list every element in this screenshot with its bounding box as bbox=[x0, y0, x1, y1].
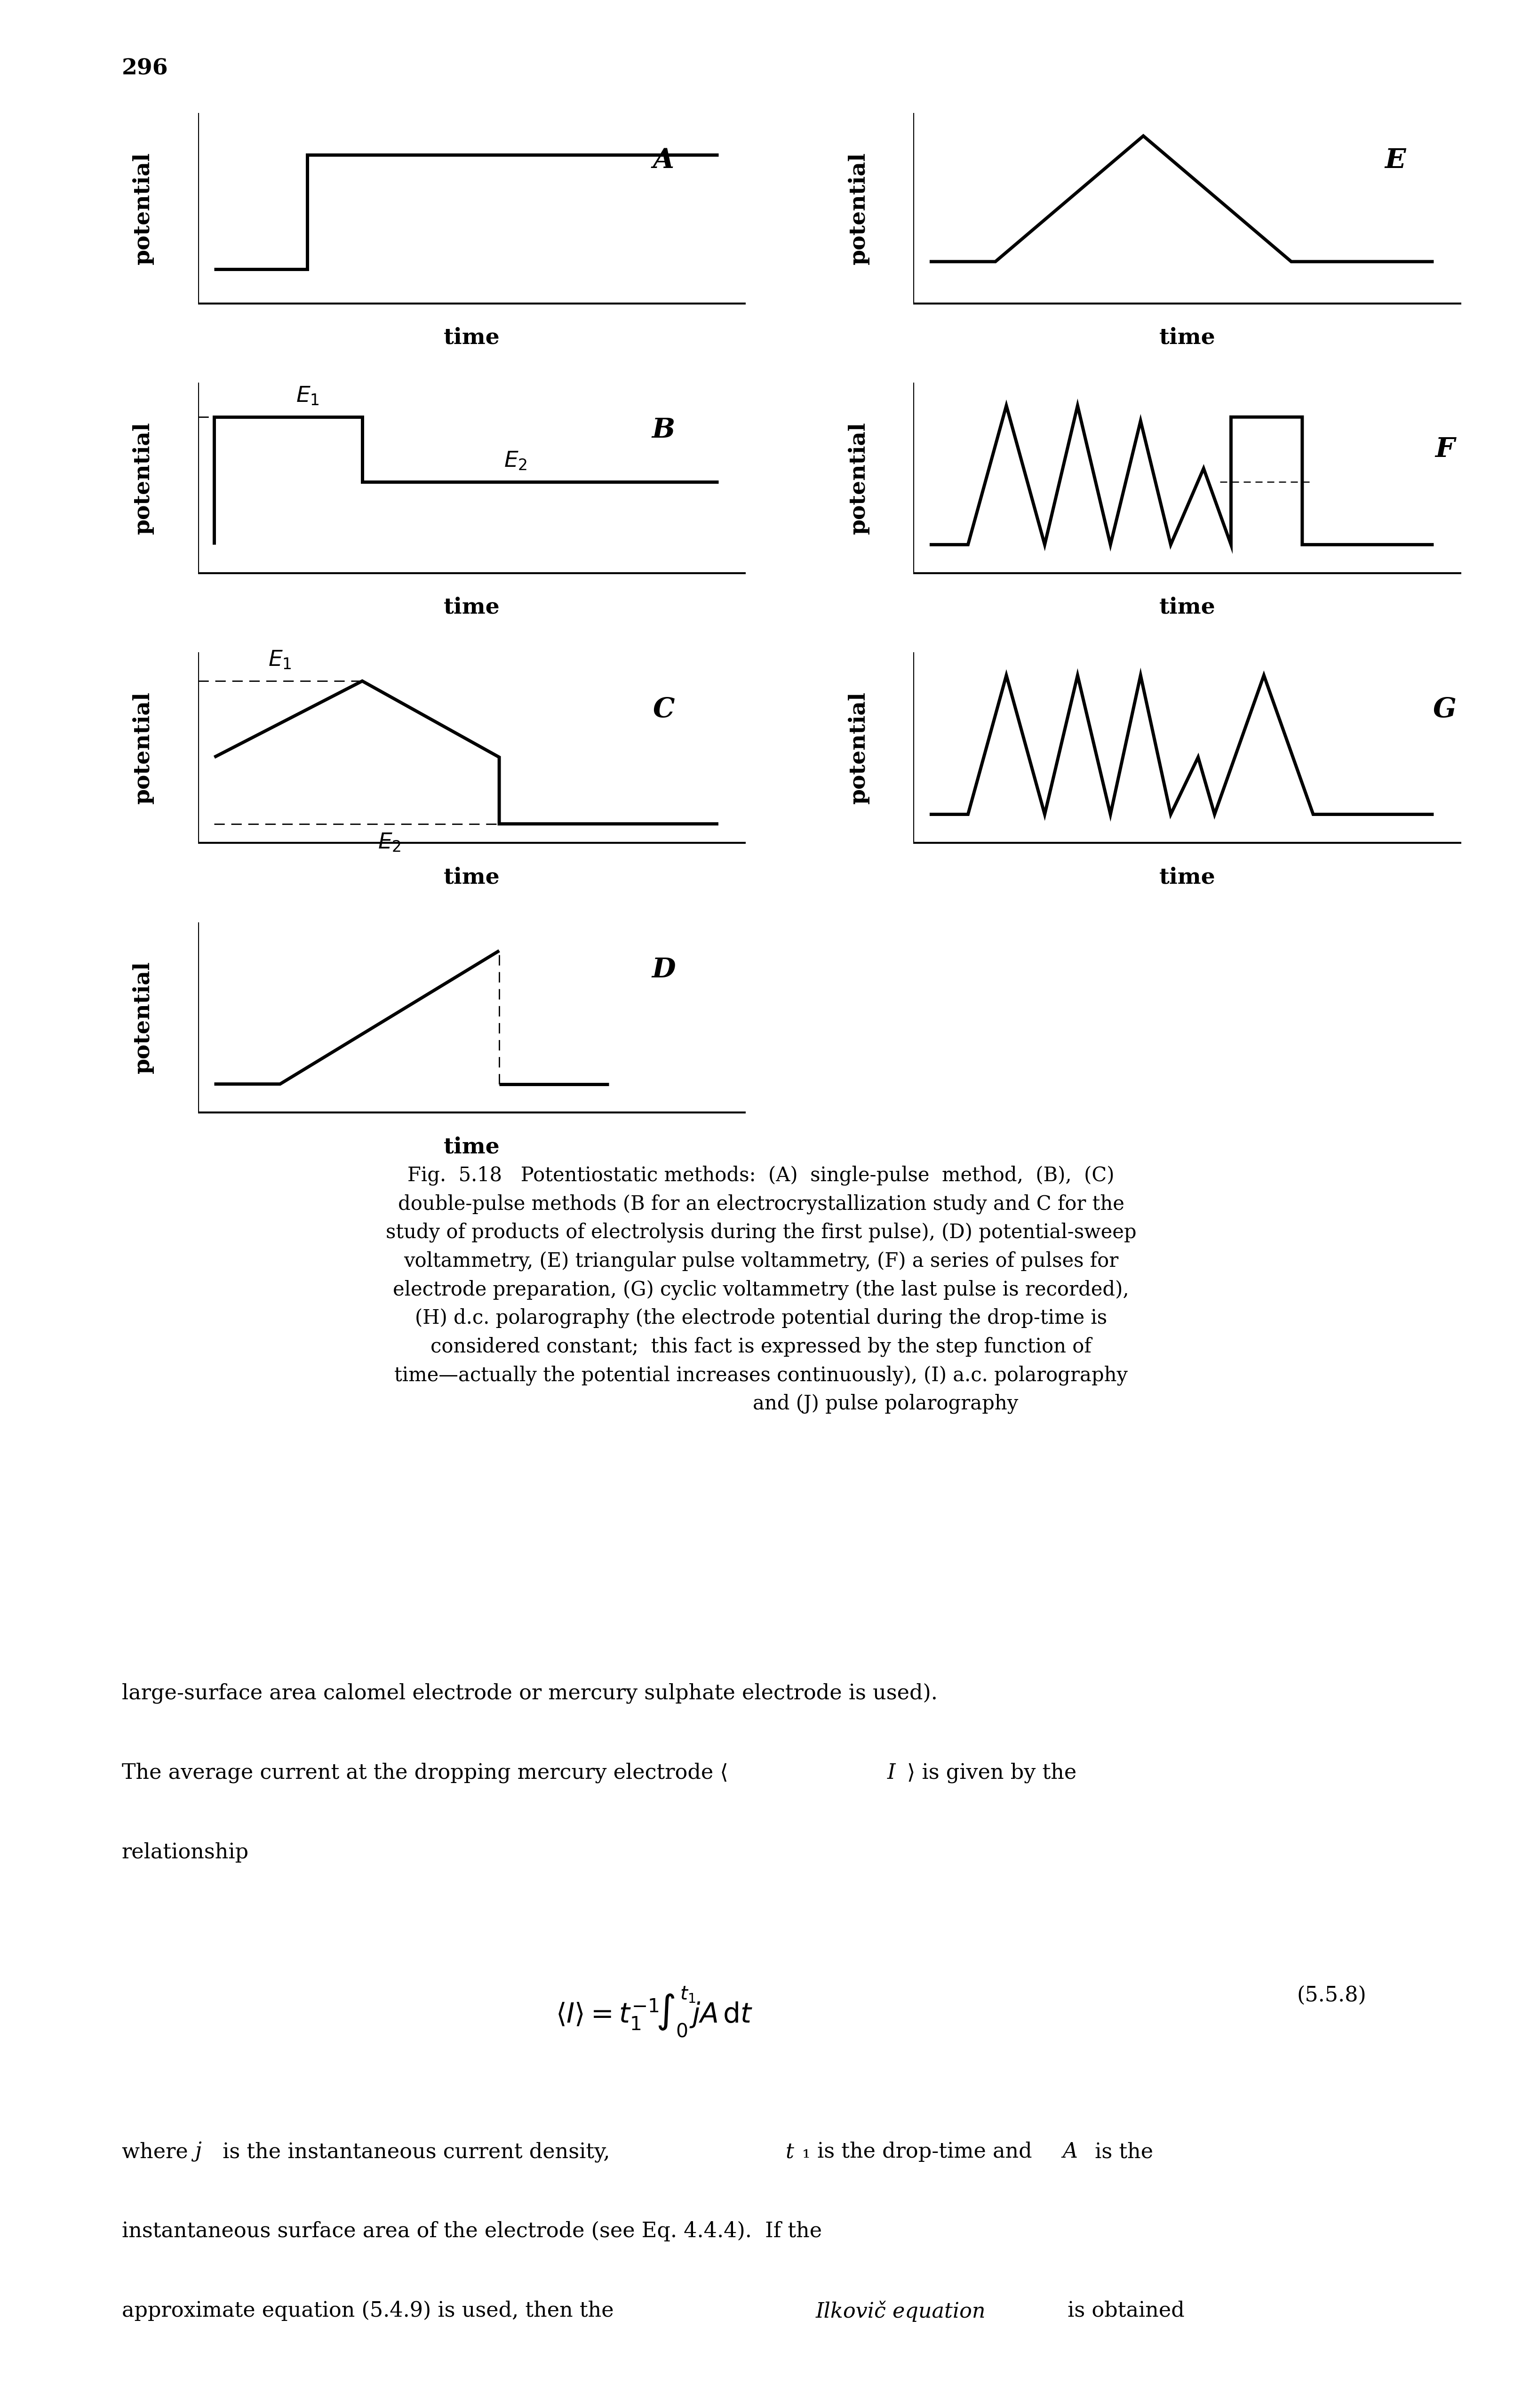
Text: potential: potential bbox=[132, 961, 154, 1074]
Text: D: D bbox=[651, 956, 676, 982]
Text: Fig.  5.18   Potentiostatic methods:  (A)  single-pulse  method,  (B),  (C)
doub: Fig. 5.18 Potentiostatic methods: (A) si… bbox=[385, 1165, 1137, 1413]
Text: potential: potential bbox=[132, 691, 154, 804]
Text: t: t bbox=[785, 2141, 794, 2162]
Text: A: A bbox=[1062, 2141, 1078, 2162]
Text: F: F bbox=[1435, 436, 1455, 462]
Text: is obtained: is obtained bbox=[1061, 2300, 1184, 2321]
Text: is the: is the bbox=[1088, 2141, 1154, 2162]
Text: time: time bbox=[443, 1137, 501, 1158]
Text: A: A bbox=[653, 147, 674, 173]
Text: I: I bbox=[887, 1763, 895, 1782]
Text: E: E bbox=[1385, 147, 1406, 173]
Text: where: where bbox=[122, 2141, 195, 2162]
Text: time: time bbox=[443, 327, 501, 349]
Text: potential: potential bbox=[848, 152, 869, 265]
Text: $E_1$: $E_1$ bbox=[268, 650, 292, 672]
Text: time: time bbox=[1158, 867, 1216, 889]
Text: $E_1$: $E_1$ bbox=[295, 385, 320, 407]
Text: potential: potential bbox=[132, 421, 154, 535]
Text: G: G bbox=[1432, 696, 1457, 722]
Text: ⟩ is given by the: ⟩ is given by the bbox=[907, 1763, 1076, 1784]
Text: time: time bbox=[443, 867, 501, 889]
Text: is the instantaneous current density,: is the instantaneous current density, bbox=[216, 2141, 616, 2162]
Text: ₁ is the drop-time and: ₁ is the drop-time and bbox=[802, 2141, 1038, 2162]
Text: The average current at the dropping mercury electrode ⟨: The average current at the dropping merc… bbox=[122, 1763, 728, 1784]
Text: time: time bbox=[1158, 327, 1216, 349]
Text: Ilkovič equation: Ilkovič equation bbox=[816, 2300, 986, 2321]
Text: potential: potential bbox=[848, 421, 869, 535]
Text: time: time bbox=[443, 597, 501, 619]
Text: approximate equation (5.4.9) is used, then the: approximate equation (5.4.9) is used, th… bbox=[122, 2300, 621, 2321]
Text: B: B bbox=[651, 417, 676, 443]
Text: instantaneous surface area of the electrode (see Eq. 4.4.4).  If the: instantaneous surface area of the electr… bbox=[122, 2220, 822, 2242]
Text: j: j bbox=[195, 2141, 201, 2162]
Text: potential: potential bbox=[848, 691, 869, 804]
Text: (5.5.8): (5.5.8) bbox=[1297, 1984, 1367, 2006]
Text: $E_2$: $E_2$ bbox=[377, 833, 402, 852]
Text: large-surface area calomel electrode or mercury sulphate electrode is used).: large-surface area calomel electrode or … bbox=[122, 1683, 938, 1705]
Text: potential: potential bbox=[132, 152, 154, 265]
Text: C: C bbox=[653, 696, 674, 722]
Text: $\langle I\rangle = t_1^{-1}\!\int_0^{t_1}\! jA\,\mathrm{d}t$: $\langle I\rangle = t_1^{-1}\!\int_0^{t_… bbox=[556, 1984, 753, 2040]
Text: $E_2$: $E_2$ bbox=[504, 450, 527, 472]
Text: time: time bbox=[1158, 597, 1216, 619]
Text: 296: 296 bbox=[122, 58, 167, 79]
Text: relationship: relationship bbox=[122, 1842, 250, 1861]
